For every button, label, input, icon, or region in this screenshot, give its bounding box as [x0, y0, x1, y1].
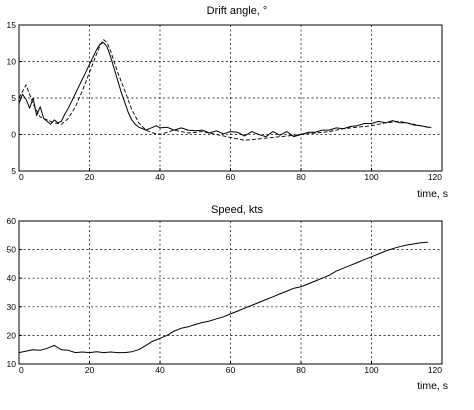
x-tick-label: 40 [155, 172, 165, 182]
x-tick-label: 20 [85, 172, 95, 182]
y-tick-label: 20 [7, 330, 17, 340]
x-axis-label: time, s [417, 380, 448, 392]
y-tick-label: 60 [7, 216, 17, 226]
y-tick-label: 0 [11, 130, 16, 140]
x-tick-label: 100 [364, 365, 378, 375]
series-line-1 [18, 241, 428, 354]
chart-title: Speed, kts [211, 204, 263, 216]
y-tick-label: 15 [7, 20, 17, 30]
x-tick-label: 120 [428, 172, 442, 182]
y-tick-label: 5 [11, 93, 16, 103]
series-line-1 [18, 42, 432, 138]
x-tick-label: 60 [226, 365, 236, 375]
x-tick-label: 20 [85, 365, 95, 375]
x-tick-label: 80 [296, 172, 306, 182]
x-tick-label: 60 [226, 172, 236, 182]
y-tick-label: 10 [7, 359, 17, 369]
x-tick-label: 0 [19, 172, 24, 182]
x-tick-label: 80 [296, 365, 306, 375]
chart-title: Drift angle, ° [207, 5, 268, 17]
x-axis-label: time, s [417, 188, 448, 200]
drift-angle-chart: Drift angle, ° time, s 0 20 40 60 80 100 12050… [7, 5, 448, 200]
x-tick-label: 100 [364, 172, 378, 182]
speed-chart: Speed, kts time, s 0 20 40 60 80 100 120 10 20 30… [7, 204, 448, 392]
y-tick-label: 50 [7, 245, 17, 255]
x-tick-label: 0 [19, 365, 24, 375]
x-tick-label: 120 [428, 365, 442, 375]
y-tick-label: 40 [7, 273, 17, 283]
y-tick-label: 5 [11, 166, 16, 176]
series-line-2 [18, 39, 428, 141]
x-tick-label: 40 [155, 365, 165, 375]
y-tick-label: 30 [7, 302, 17, 312]
y-tick-label: 10 [7, 57, 17, 67]
